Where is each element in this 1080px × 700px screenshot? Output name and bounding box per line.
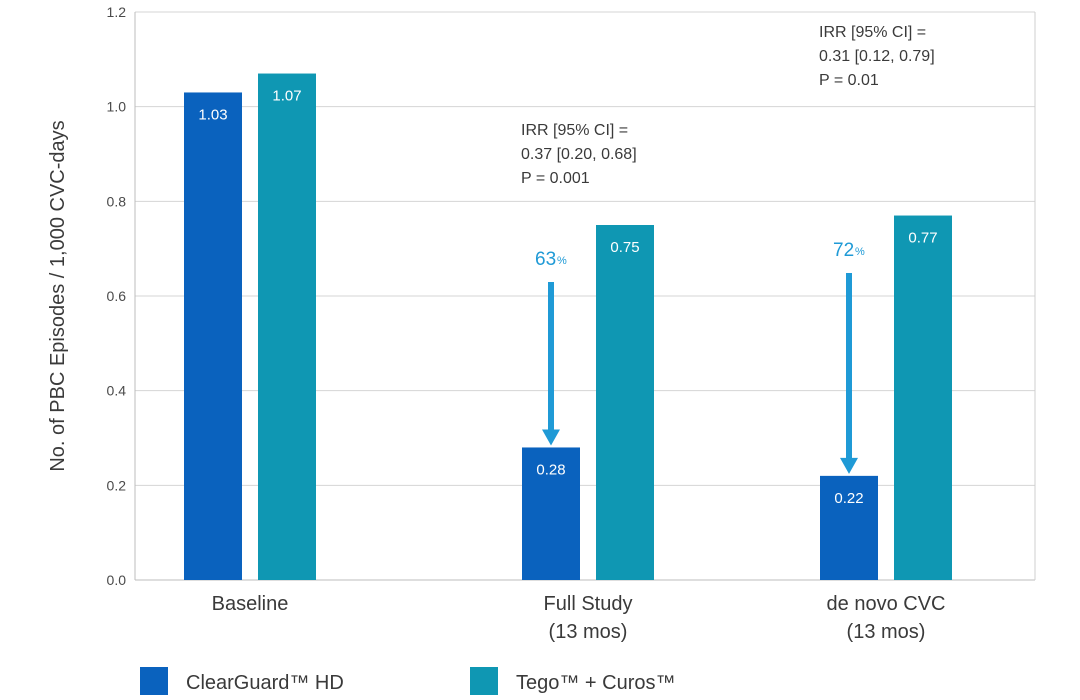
y-tick-label: 1.0 bbox=[107, 99, 127, 115]
y-tick-label: 0.2 bbox=[107, 477, 127, 493]
legend-swatch bbox=[140, 667, 168, 695]
y-axis-label: No. of PBC Episodes / 1,000 CVC-days bbox=[47, 120, 69, 471]
legend-label: ClearGuard™ HD bbox=[186, 672, 344, 694]
y-tick-label: 1.2 bbox=[107, 4, 127, 20]
bar-value-label: 1.03 bbox=[198, 106, 227, 123]
y-tick-label: 0.4 bbox=[107, 383, 127, 399]
x-category-label: Baseline bbox=[212, 593, 289, 615]
irr-annotation-line: 0.37 [0.20, 0.68] bbox=[521, 146, 637, 163]
reduction-arrow-shaft bbox=[846, 273, 852, 460]
bar-value-label: 0.22 bbox=[834, 490, 863, 507]
reduction-percent-unit: % bbox=[855, 246, 865, 258]
reduction-arrow-head bbox=[840, 457, 858, 474]
y-tick-label: 0.8 bbox=[107, 193, 127, 209]
y-tick-label: 0.6 bbox=[107, 288, 127, 304]
bar bbox=[522, 447, 580, 580]
x-category-label: de novo CVC bbox=[827, 593, 946, 615]
legend-label: Tego™ + Curos™ bbox=[516, 672, 676, 694]
annotations: IRR [95% CI] = 0.37 [0.20, 0.68] P = 0.001… bbox=[521, 24, 935, 474]
bar bbox=[184, 92, 242, 580]
bar bbox=[894, 215, 952, 581]
reduction-arrow-shaft bbox=[548, 282, 554, 432]
irr-annotation-line: P = 0.01 bbox=[819, 72, 879, 89]
bar-value-label: 0.77 bbox=[908, 230, 937, 247]
irr-annotation-line: IRR [95% CI] = bbox=[819, 24, 926, 41]
irr-annotation-line: IRR [95% CI] = bbox=[521, 122, 628, 139]
x-category-label: (13 mos) bbox=[847, 621, 926, 643]
reduction-percent-label: 72 bbox=[833, 240, 854, 261]
legend: ClearGuard™ HD Tego™ + Curos™ bbox=[140, 667, 676, 695]
bar-value-label: 0.28 bbox=[536, 461, 565, 478]
y-tick-label: 0.0 bbox=[107, 572, 127, 588]
bar bbox=[258, 73, 316, 581]
reduction-arrow-head bbox=[542, 429, 560, 446]
irr-annotation-line: P = 0.001 bbox=[521, 170, 590, 187]
x-category-label: (13 mos) bbox=[549, 621, 628, 643]
reduction-percent-label: 63 bbox=[535, 249, 556, 270]
legend-swatch bbox=[470, 667, 498, 695]
bar-value-label: 1.07 bbox=[272, 88, 301, 105]
x-category-label: Full Study bbox=[544, 593, 633, 615]
x-axis-categories: Baseline Full Study (13 mos) de novo CVC (13… bbox=[212, 593, 946, 643]
bar-value-label: 0.75 bbox=[610, 239, 639, 256]
y-axis: 0.0 0.2 0.4 0.6 0.8 1.0 1.2 bbox=[107, 4, 1036, 588]
reduction-percent-unit: % bbox=[557, 255, 567, 267]
irr-annotation-line: 0.31 [0.12, 0.79] bbox=[819, 48, 935, 65]
bars: 1.03 0.28 0.22 1.07 0.75 0.77 bbox=[184, 73, 952, 581]
bar bbox=[596, 225, 654, 580]
bar bbox=[820, 475, 878, 580]
